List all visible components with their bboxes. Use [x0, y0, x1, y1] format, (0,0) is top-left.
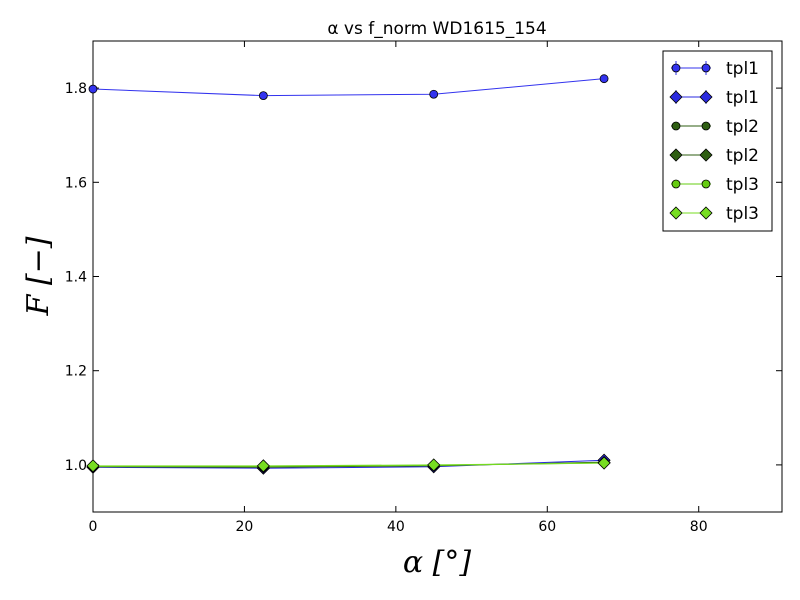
legend-box	[662, 50, 773, 232]
series-tpl3-diamond	[86, 456, 611, 473]
legend-marker	[701, 179, 711, 189]
x-tick-label: 20	[236, 519, 254, 535]
data-point	[429, 89, 439, 99]
series-tpl2-circle	[88, 457, 609, 472]
series-tpl2-diamond	[86, 455, 611, 474]
legend-label: tpl3	[726, 204, 759, 224]
series-tpl1-circle	[88, 74, 609, 101]
legend-marker	[699, 90, 713, 104]
legend-marker	[699, 206, 713, 220]
legend-label: tpl2	[726, 117, 759, 137]
chart-title: α vs f_norm WD1615_154	[327, 19, 546, 39]
axis-ticks	[92, 41, 782, 512]
data-point	[256, 459, 270, 473]
y-tick-label: 1.2	[65, 364, 87, 380]
series-layer	[86, 74, 611, 475]
legend-entry: tpl1	[669, 88, 759, 108]
data-point	[258, 91, 268, 101]
legend-marker	[671, 179, 681, 189]
x-tick-label: 80	[690, 519, 708, 535]
data-point	[427, 458, 441, 472]
data-point	[597, 456, 611, 470]
legend: tpl1 tpl1 tpl2 tpl2 tpl3 tpl3	[662, 50, 773, 232]
legend-marker	[669, 206, 683, 220]
x-tick-label: 40	[387, 519, 405, 535]
legend-marker	[669, 90, 683, 104]
legend-marker	[671, 121, 681, 131]
axis-tick-labels: 0 20 40 60 80 1.0 1.2 1.4 1.6 1.8	[65, 81, 708, 535]
legend-marker	[669, 148, 683, 162]
x-axis-label: α [°]	[403, 545, 471, 580]
y-tick-label: 1.0	[65, 458, 87, 474]
x-tick-label: 60	[538, 519, 556, 535]
series-tpl3-circle	[88, 458, 609, 471]
legend-entry: tpl2	[671, 117, 759, 137]
x-tick-label: 0	[89, 519, 98, 535]
y-tick-label: 1.8	[65, 81, 87, 97]
legend-marker	[671, 63, 681, 73]
y-tick-label: 1.4	[65, 270, 87, 286]
legend-marker	[699, 148, 713, 162]
legend-entry: tpl1	[671, 59, 759, 79]
y-tick-label: 1.6	[65, 175, 87, 191]
legend-marker	[701, 121, 711, 131]
data-point	[599, 74, 609, 84]
y-axis-label: F [−]	[21, 236, 56, 316]
data-point	[88, 84, 98, 94]
legend-entry: tpl3	[669, 204, 759, 224]
series-line	[93, 462, 605, 467]
legend-entries: tpl1 tpl1 tpl2 tpl2 tpl3 tpl3	[669, 59, 759, 224]
legend-entry: tpl3	[671, 175, 759, 195]
legend-marker	[701, 63, 711, 73]
data-point	[86, 459, 100, 473]
series-line	[92, 78, 605, 97]
legend-label: tpl1	[726, 59, 759, 79]
legend-entry: tpl2	[669, 146, 759, 166]
legend-label: tpl1	[726, 88, 759, 108]
legend-label: tpl2	[726, 146, 759, 166]
legend-label: tpl3	[726, 175, 759, 195]
